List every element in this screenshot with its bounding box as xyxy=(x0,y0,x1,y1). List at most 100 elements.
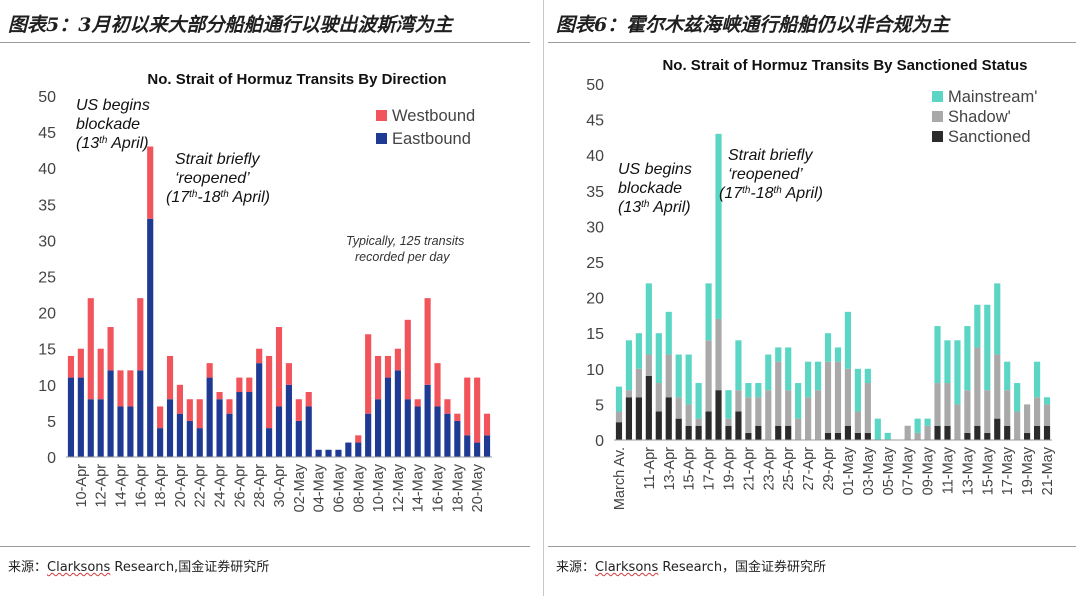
bar-shadow-18apr xyxy=(715,318,722,391)
bar-shadow-09may xyxy=(924,425,931,440)
y-tick-label: 50 xyxy=(586,77,604,94)
bar-sanctioned-12apr xyxy=(655,411,662,440)
bar-eastbound-03may xyxy=(305,406,312,457)
bar-westbound-01may xyxy=(285,363,292,385)
bar-shadow-24apr xyxy=(775,361,782,426)
bar-eastbound-14may xyxy=(414,406,421,457)
annotation-segment: April) xyxy=(782,185,823,202)
bar-eastbound-13apr xyxy=(107,370,114,457)
bar-eastbound-13may xyxy=(404,399,411,457)
bar-mainstream-17apr xyxy=(705,283,712,341)
bar-shadow-12may xyxy=(954,404,961,440)
bar-mainstream-14may xyxy=(974,304,981,348)
bar-mainstream-27apr xyxy=(805,361,812,398)
bar-shadow-11apr xyxy=(645,354,652,376)
bar-shadow-14apr xyxy=(675,397,682,419)
annotation-segment: -18 xyxy=(197,189,220,206)
bar-mainstream-26apr xyxy=(795,383,802,419)
bar-westbound-03may xyxy=(305,392,312,407)
bar-sanctioned-30apr xyxy=(834,432,842,440)
bar-westbound-19apr xyxy=(166,355,174,400)
annotation-segment: -18 xyxy=(750,185,773,202)
bar-mainstream-10may xyxy=(934,326,941,384)
bar-shadow-20may xyxy=(1033,397,1041,426)
source-prefix: 来源： xyxy=(556,560,596,575)
figure-6-heading: 图表6：霍尔木兹海峡通行船舶仍以非合规为主 xyxy=(556,14,950,36)
bar-sanctioned-29apr xyxy=(824,432,832,440)
bar-eastbound-20apr xyxy=(176,413,184,457)
legend-swatch-shadow xyxy=(932,111,943,122)
sanctioned-status-chart: No. Strait of Hormuz Transits By Sanctio… xyxy=(586,57,1056,510)
annotation-segment: blockade xyxy=(618,180,682,197)
bar-shadow-28apr xyxy=(814,390,822,440)
bar-westbound-11apr xyxy=(87,298,94,400)
bar-shadow-25apr xyxy=(785,390,792,426)
bar-westbound-16may xyxy=(434,363,441,407)
bar-westbound-11may xyxy=(384,355,392,378)
bar-westbound-20may xyxy=(474,377,481,443)
x-tick-label: 05-May xyxy=(881,446,897,495)
bar-shadow-26apr xyxy=(795,418,802,440)
annotation-text: (13th April) xyxy=(618,199,691,217)
bar-mainstream-21may xyxy=(1043,397,1051,405)
bar-sanctioned-18apr xyxy=(715,390,722,440)
bar-mainstream-03may xyxy=(864,368,871,384)
bar-eastbound-08may xyxy=(355,442,362,457)
bar-shadow-18may xyxy=(1014,411,1021,440)
figure-6-panel: 图表6：霍尔木兹海峡通行船舶仍以非合规为主 No. Strait of Horm… xyxy=(548,0,1080,596)
annotation-segment: US begins xyxy=(618,161,692,178)
bar-sanctioned-24apr xyxy=(775,425,782,440)
direction-chart-title: No. Strait of Hormuz Transits By Directi… xyxy=(147,71,446,88)
bar-sanctioned-11may xyxy=(944,425,951,440)
annotation-text: (17th-18th April) xyxy=(719,185,823,203)
x-tick-label: 11-May xyxy=(940,446,956,494)
x-tick-label: 22-Apr xyxy=(193,464,209,508)
bar-westbound-12may xyxy=(394,348,401,371)
bar-mainstream-30apr xyxy=(834,347,842,362)
bar-shadow-16may xyxy=(994,354,1001,419)
y-tick-label: 25 xyxy=(586,255,604,272)
bar-sanctioned-11apr xyxy=(645,375,652,440)
x-tick-label: 17-Apr xyxy=(702,447,718,491)
legend-label-westbound: Westbound xyxy=(392,107,475,125)
bar-westbound-27apr xyxy=(246,377,253,393)
bar-mainstream-29apr xyxy=(824,333,832,362)
bar-eastbound-14apr xyxy=(117,406,124,457)
x-tick-label: 14-Apr xyxy=(113,464,129,508)
y-tick-label: 20 xyxy=(586,291,604,308)
x-tick-label: March Av. xyxy=(612,447,628,510)
legend-swatch-eastbound xyxy=(376,133,387,144)
annotation-segment: blockade xyxy=(76,116,140,133)
bar-sanctioned-15apr xyxy=(685,425,692,440)
bar-shadow-15may xyxy=(984,390,991,433)
bar-westbound-17may xyxy=(444,399,451,414)
y-tick-label: 20 xyxy=(38,306,56,323)
bar-mainstream-marchav xyxy=(615,386,623,412)
panel-separator xyxy=(543,0,544,596)
bar-westbound-25apr xyxy=(226,399,233,414)
x-tick-label: 27-Apr xyxy=(801,447,817,491)
bar-sanctioned-16may xyxy=(994,418,1001,440)
x-tick-label: 03-May xyxy=(861,446,877,495)
annotation-segment: (17 xyxy=(719,185,743,202)
bar-westbound-24apr xyxy=(216,392,223,400)
legend-label-sanctioned: Sanctioned xyxy=(948,128,1031,146)
bar-shadow-19apr xyxy=(725,418,732,426)
x-tick-label: 26-Apr xyxy=(232,464,248,508)
bar-sanctioned-02may xyxy=(854,432,861,440)
annotation-text: (13th April) xyxy=(76,135,149,153)
bar-mainstream-19apr xyxy=(725,390,732,419)
annotation-text: blockade xyxy=(618,180,682,197)
annotation-text: Strait briefly xyxy=(728,147,813,164)
bar-mainstream-12apr xyxy=(655,333,662,384)
x-tick-label: 17-May xyxy=(1000,446,1016,495)
annotation-segment: recorded per day xyxy=(355,250,450,264)
x-tick-label: 14-May xyxy=(411,463,427,512)
bar-westbound-18apr xyxy=(157,406,164,429)
bar-mainstream-15apr xyxy=(685,354,692,405)
legend-swatch-sanctioned xyxy=(932,131,943,142)
bar-eastbound-16may xyxy=(434,406,441,457)
bar-mainstream-15may xyxy=(984,304,991,391)
bar-mainstream-18apr xyxy=(715,133,722,319)
bar-sanctioned-10may xyxy=(934,425,941,440)
